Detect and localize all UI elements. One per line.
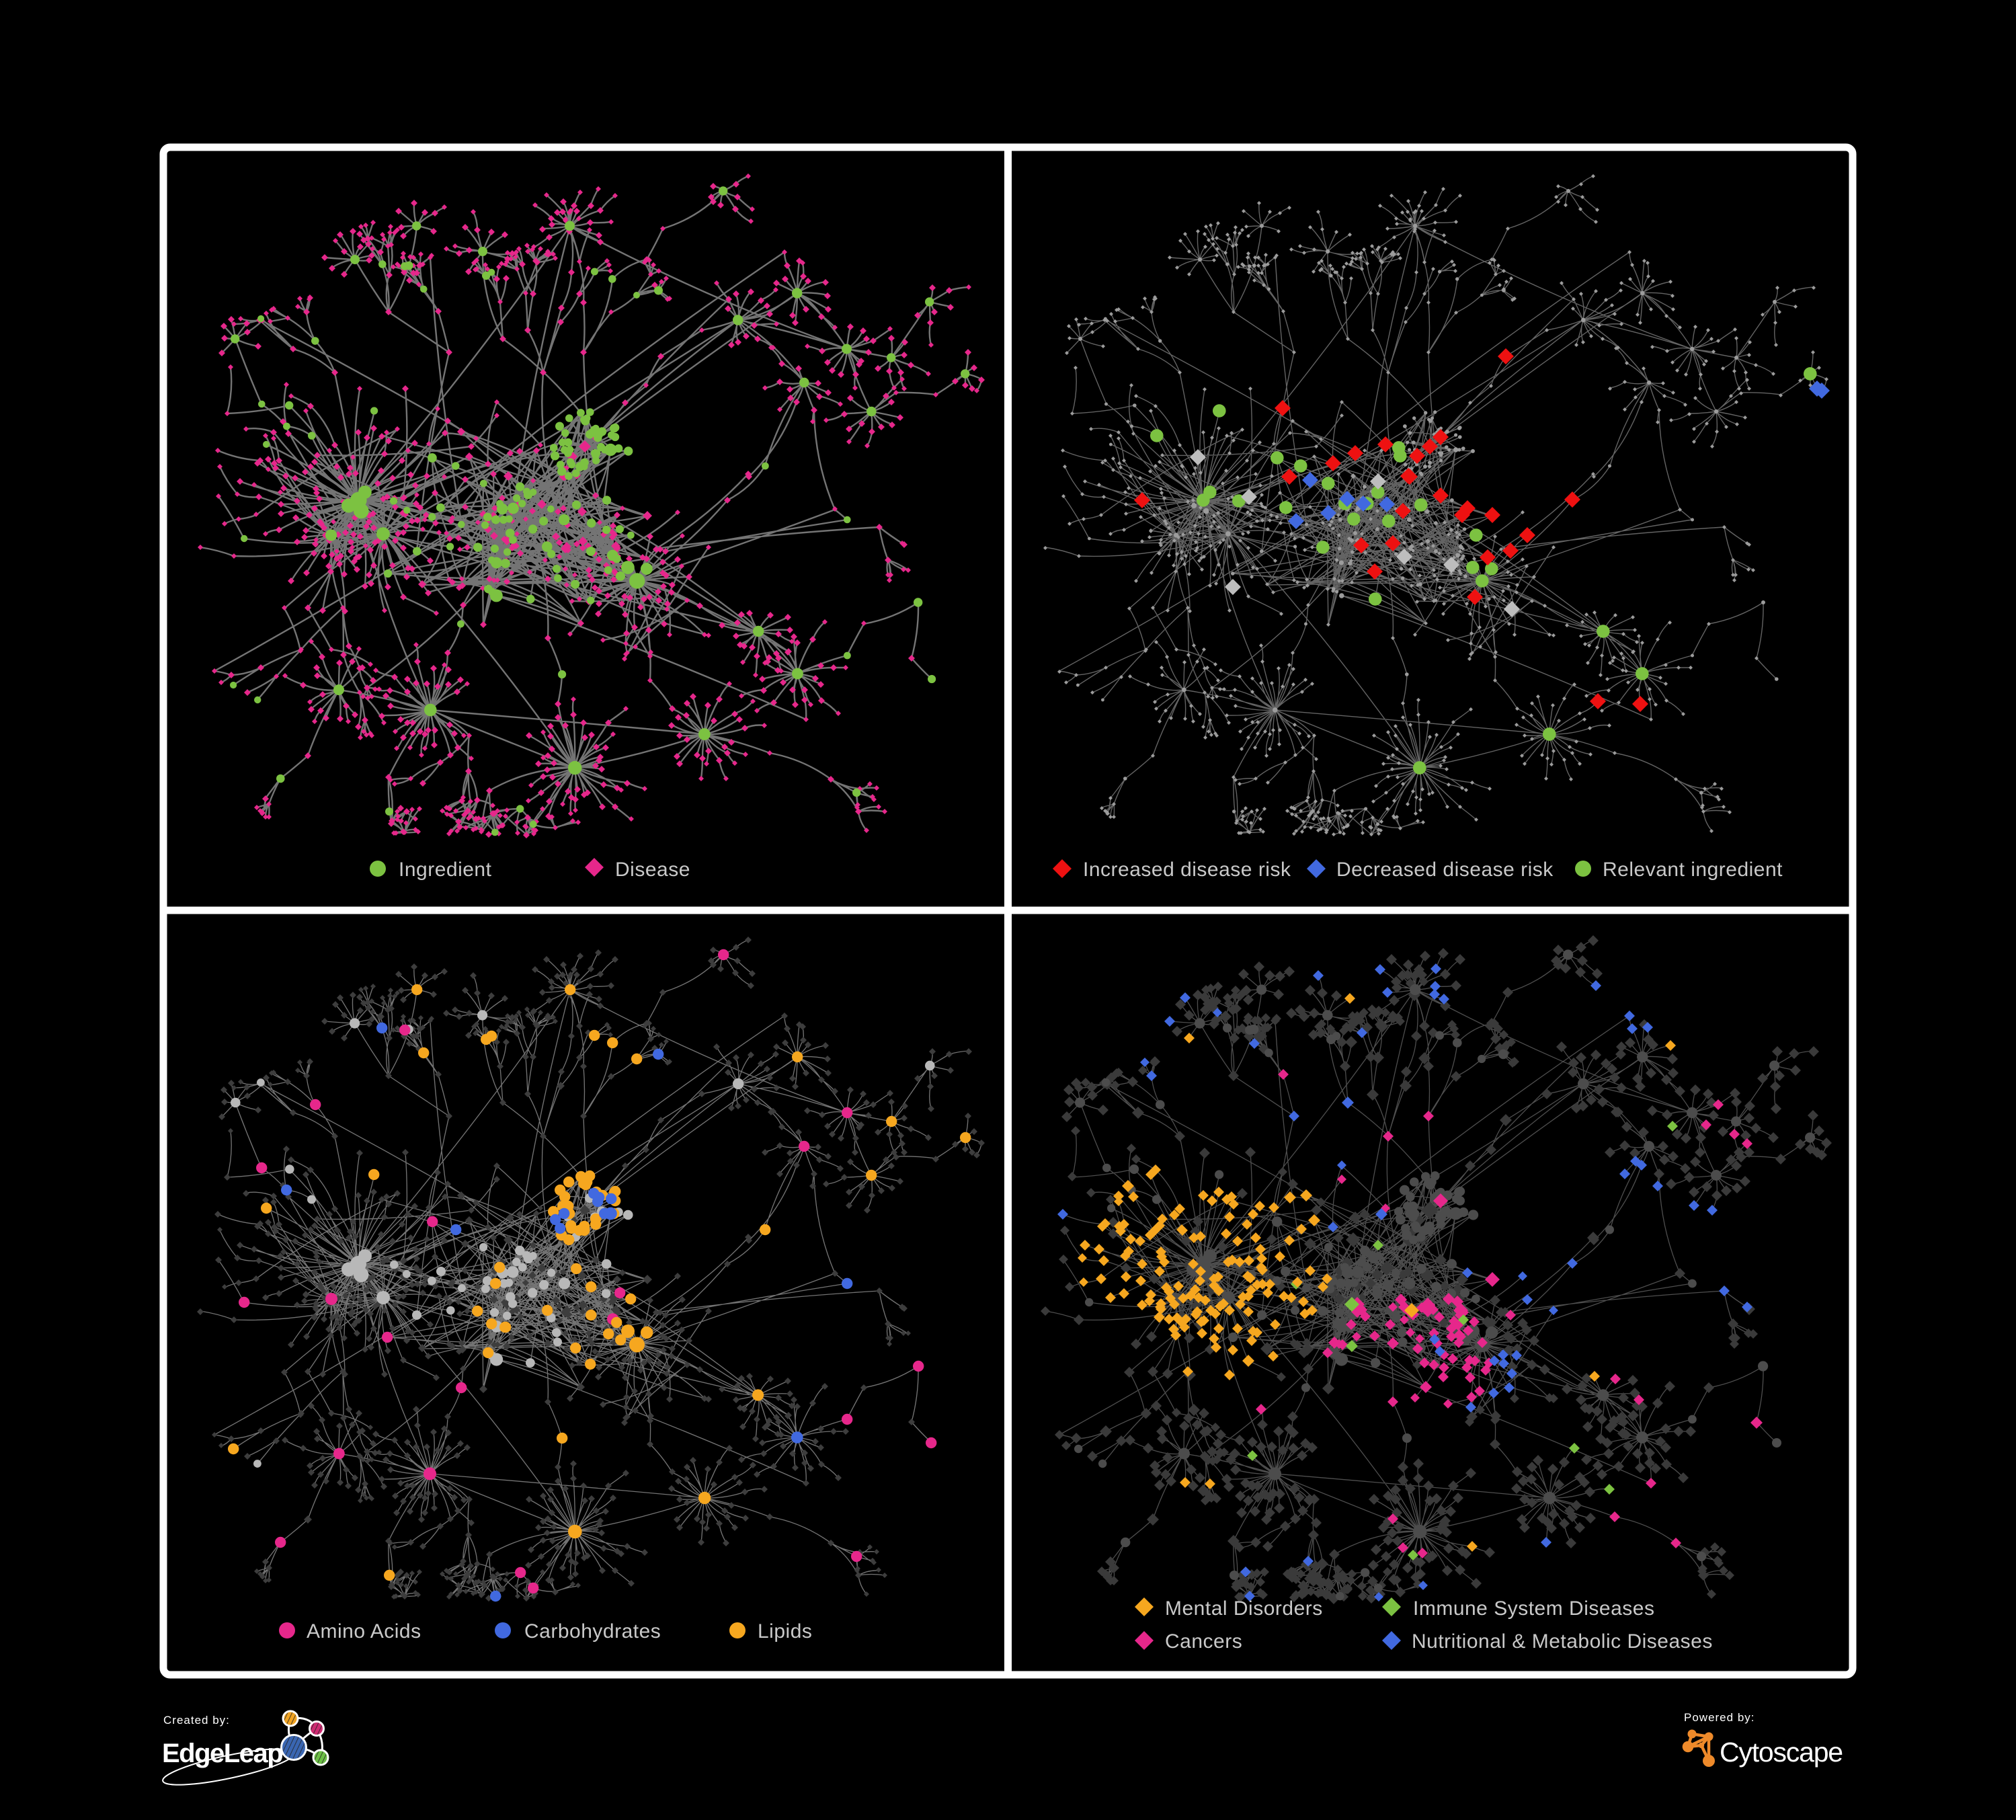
svg-text:Mental Disorders: Mental Disorders (1165, 1597, 1323, 1620)
svg-text:Decreased disease risk: Decreased disease risk (1336, 859, 1554, 881)
svg-text:Lipids: Lipids (758, 1620, 812, 1643)
svg-text:Carbohydrates: Carbohydrates (524, 1620, 661, 1643)
svg-text:Cancers: Cancers (1165, 1630, 1242, 1653)
svg-text:Nutritional & Metabolic Diseas: Nutritional & Metabolic Diseases (1412, 1630, 1713, 1653)
svg-text:Disease: Disease (615, 859, 690, 881)
svg-text:Cytoscape: Cytoscape (1720, 1737, 1843, 1768)
svg-text:Amino Acids: Amino Acids (307, 1620, 421, 1643)
svg-text:Immune System Diseases: Immune System Diseases (1413, 1597, 1654, 1620)
svg-text:Increased disease risk: Increased disease risk (1083, 859, 1291, 881)
svg-text:Ingredient: Ingredient (399, 859, 492, 881)
svg-text:EdgeLeap: EdgeLeap (162, 1739, 282, 1768)
svg-text:Powered by:: Powered by: (1684, 1711, 1755, 1724)
svg-text:Created by:: Created by: (163, 1714, 230, 1727)
svg-text:Relevant ingredient: Relevant ingredient (1603, 859, 1783, 881)
